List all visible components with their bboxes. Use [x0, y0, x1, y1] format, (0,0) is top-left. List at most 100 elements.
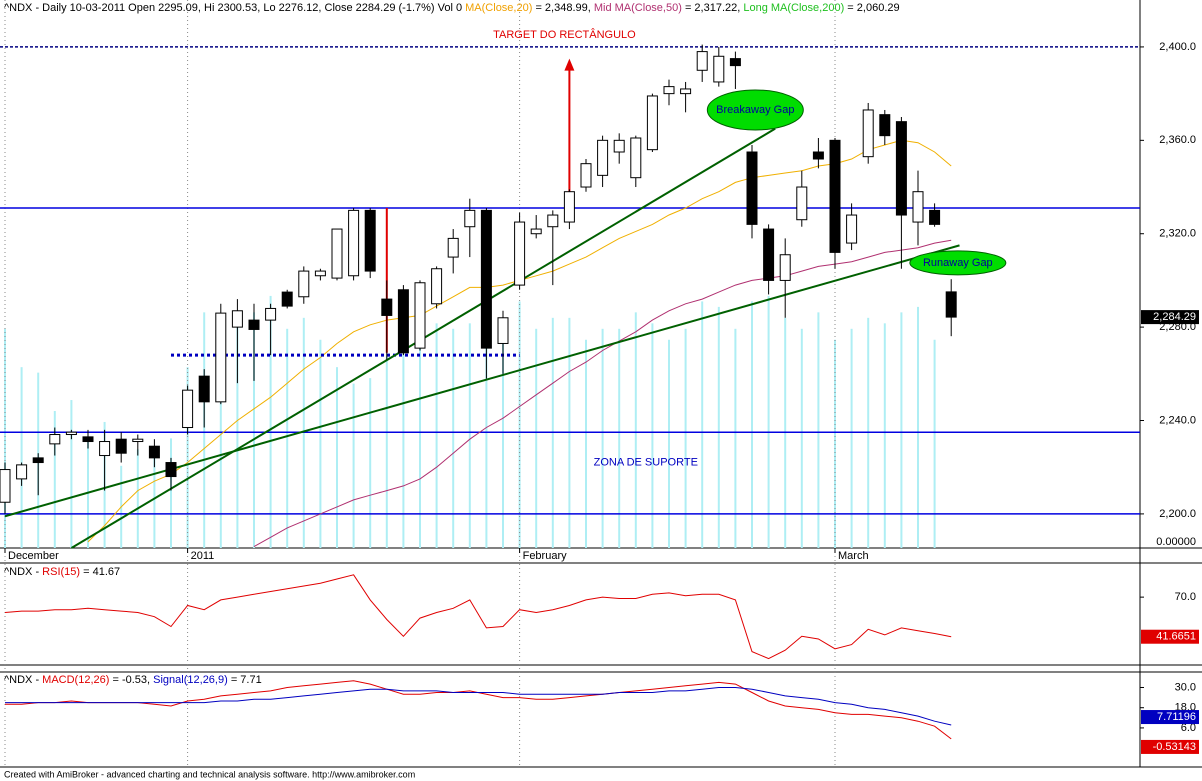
candle-body	[165, 462, 177, 478]
y-tick-label: 70.0	[1175, 591, 1196, 603]
candle-body	[912, 191, 924, 223]
candle-body	[763, 228, 775, 281]
header-segment: = 7.71	[228, 674, 262, 686]
value-tag	[1141, 710, 1199, 725]
annotation: TARGET DO RECTÂNGULO	[493, 28, 636, 41]
value-tag	[1141, 739, 1199, 754]
y-tick-label: 6.0	[1181, 722, 1196, 734]
volume-bar	[385, 356, 388, 548]
volume-bar	[751, 301, 753, 548]
value-tag	[1141, 310, 1199, 325]
value-tag-label: 7.71196	[1157, 711, 1196, 723]
volume-bar	[933, 339, 936, 548]
volume-bar	[834, 339, 836, 548]
candle-body	[563, 191, 575, 223]
candle-body	[281, 291, 293, 307]
value-tag-label: 41.6651	[1156, 631, 1196, 643]
pane-header: ^NDX - Daily 10-03-2011 Open 2295.09, Hi…	[4, 2, 900, 14]
volume-axis-label: 0.00000	[1156, 536, 1196, 548]
x-tick-label: March	[838, 550, 869, 562]
volume-bar	[883, 323, 886, 548]
candle-body	[879, 114, 891, 137]
annotation: ZONA DE SUPORTE	[594, 456, 698, 468]
candle-body	[713, 55, 725, 83]
candle-body	[945, 291, 957, 318]
series-line	[5, 687, 952, 726]
candle-body	[812, 151, 824, 160]
candle-body	[895, 121, 907, 216]
candle-body	[65, 431, 77, 436]
candle-body	[746, 151, 758, 225]
candle-body	[530, 228, 542, 235]
volume-bar	[817, 312, 820, 548]
candle-body	[148, 445, 160, 459]
volume-bar	[585, 339, 587, 548]
candle-body	[248, 319, 260, 330]
volume-bar	[153, 454, 156, 548]
candle-body	[49, 434, 61, 445]
footer: Created with AmiBroker - advanced charti…	[4, 769, 415, 779]
volume-bar	[203, 312, 206, 548]
y-tick-label: 2,360.0	[1159, 134, 1196, 146]
candle-body	[431, 268, 443, 305]
candle-body	[82, 436, 94, 443]
candle-body	[696, 51, 708, 71]
volume-bar	[850, 328, 853, 548]
volume-bar	[219, 356, 222, 548]
candle-body	[929, 209, 941, 225]
candle-body	[115, 438, 127, 454]
trend-line	[4, 244, 960, 518]
candle-body	[331, 228, 343, 279]
arrow-head	[564, 58, 575, 71]
volume-bar	[917, 306, 919, 548]
volume-bar	[253, 312, 255, 548]
volume-bar	[734, 328, 737, 548]
header-segment: MA(Close,20)	[465, 2, 532, 14]
y-tick-label: 2,240.0	[1159, 414, 1196, 426]
volume-bar	[136, 449, 139, 548]
gap-label: Runaway Gap	[923, 257, 993, 269]
volume-bar	[701, 301, 704, 548]
candle-body	[0, 469, 11, 503]
candle-body	[514, 221, 526, 286]
volume-bar	[369, 378, 372, 548]
candle-body	[597, 139, 609, 176]
volume-bar	[535, 328, 538, 548]
candle-body	[198, 375, 210, 403]
candle-body	[32, 457, 44, 464]
candle-body	[580, 163, 592, 188]
candle-body	[464, 209, 476, 228]
volume-bar	[336, 367, 338, 548]
candle-body	[630, 137, 642, 179]
header-segment: ^NDX -	[4, 674, 42, 686]
candle-body	[215, 312, 227, 403]
gap-label: Breakaway Gap	[716, 104, 794, 116]
volume-bar	[419, 328, 421, 548]
x-tick-label: December	[8, 550, 59, 562]
header-segment: ^NDX - Daily 10-03-2011 Open 2295.09, Hi…	[4, 2, 465, 14]
candle-body	[16, 464, 28, 480]
volume-bar	[170, 438, 172, 548]
candle-body	[846, 214, 858, 244]
candle-body	[447, 237, 459, 258]
candle-body	[364, 209, 376, 272]
x-tick-label: February	[523, 550, 568, 562]
candle-body	[480, 209, 492, 349]
candle-body	[298, 270, 310, 298]
volume-bar	[70, 400, 73, 548]
volume-bar	[452, 328, 455, 548]
candle-body	[663, 86, 675, 95]
value-tag-label: 2,284.29	[1153, 311, 1196, 323]
candle-body	[132, 438, 144, 443]
header-segment: = 41.67	[80, 566, 120, 578]
header-segment: = 2,060.29	[844, 2, 899, 14]
candle-body	[796, 186, 808, 221]
candle-body	[613, 139, 625, 153]
candle-body	[646, 95, 658, 151]
pane-header: ^NDX - MACD(12,26) = -0.53, Signal(12,26…	[4, 674, 262, 686]
header-segment: Mid MA(Close,50)	[594, 2, 682, 14]
candle-body	[182, 389, 194, 429]
header-segment: = 2,317.22,	[682, 2, 743, 14]
header-segment: ^NDX -	[4, 566, 42, 578]
